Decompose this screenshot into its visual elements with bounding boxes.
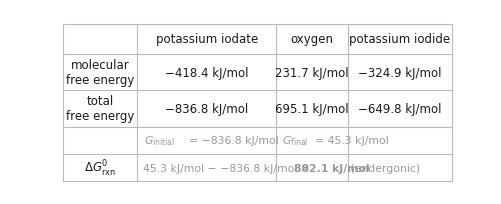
Text: oxygen: oxygen [290, 33, 333, 46]
Text: = −836.8 kJ/mol: = −836.8 kJ/mol [189, 136, 279, 145]
Text: $G_\mathrm{initial}$: $G_\mathrm{initial}$ [144, 134, 175, 147]
Text: −649.8 kJ/mol: −649.8 kJ/mol [357, 102, 440, 115]
Text: 695.1 kJ/mol: 695.1 kJ/mol [275, 102, 348, 115]
Text: potassium iodide: potassium iodide [348, 33, 449, 46]
Text: −836.8 kJ/mol: −836.8 kJ/mol [165, 102, 248, 115]
Text: $G_\mathrm{final}$: $G_\mathrm{final}$ [281, 134, 307, 147]
Text: molecular
free energy: molecular free energy [66, 59, 134, 87]
Text: total
free energy: total free energy [66, 95, 134, 123]
Text: −324.9 kJ/mol: −324.9 kJ/mol [357, 66, 440, 79]
Text: potassium iodate: potassium iodate [155, 33, 258, 46]
Text: −418.4 kJ/mol: −418.4 kJ/mol [165, 66, 248, 79]
Text: $\Delta G^0_\mathrm{rxn}$: $\Delta G^0_\mathrm{rxn}$ [84, 158, 116, 178]
Text: = 45.3 kJ/mol: = 45.3 kJ/mol [315, 136, 388, 145]
Text: 231.7 kJ/mol: 231.7 kJ/mol [275, 66, 348, 79]
Text: 882.1 kJ/mol: 882.1 kJ/mol [294, 163, 369, 173]
Text: (endergonic): (endergonic) [346, 163, 419, 173]
Text: 45.3 kJ/mol − −836.8 kJ/mol =: 45.3 kJ/mol − −836.8 kJ/mol = [143, 163, 313, 173]
